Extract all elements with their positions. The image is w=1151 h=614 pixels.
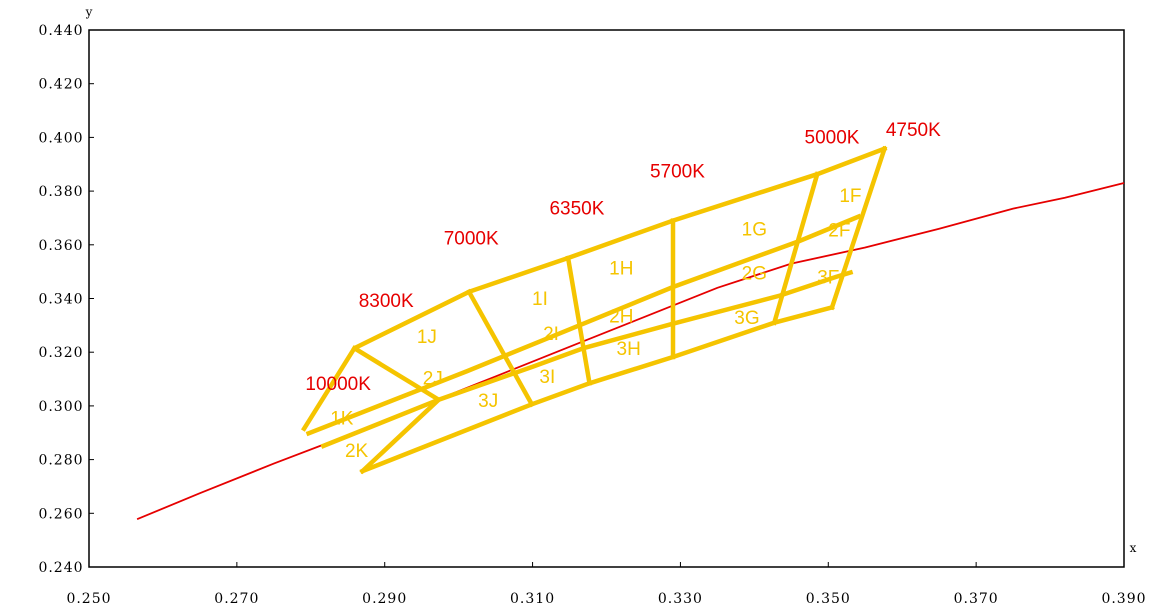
bin-label: 3F (817, 268, 839, 289)
bin-label: 1H (609, 258, 633, 279)
x-tick-label: 0.370 (954, 591, 999, 607)
bin-label: 3I (539, 367, 555, 388)
y-axis-label: y (85, 5, 93, 19)
bin-label: 1K (330, 409, 354, 430)
bin-boundary (320, 269, 854, 449)
bin-boundary (771, 171, 820, 326)
cct-label: 4750K (886, 120, 941, 141)
x-tick-label: 0.310 (510, 591, 555, 607)
bin-grid (300, 145, 888, 475)
y-tick-label: 0.240 (38, 560, 83, 576)
cct-label: 8300K (359, 291, 414, 312)
cct-label: 5000K (805, 128, 860, 149)
y-tick-label: 0.400 (38, 130, 83, 146)
y-axis-ticks: 0.440 0.420 0.400 0.380 0.360 0.340 0.320 0.300… (38, 23, 94, 576)
bin-boundary (829, 145, 888, 311)
bin-label: 3G (734, 308, 759, 329)
x-tick-label: 0.390 (1101, 591, 1146, 607)
y-tick-label: 0.340 (38, 292, 83, 308)
y-tick-label: 0.260 (38, 506, 83, 522)
x-tick-label: 0.330 (658, 591, 703, 607)
y-tick-label: 0.300 (38, 399, 83, 415)
bin-label: 3H (617, 339, 641, 360)
cct-labels: 10000K 8300K 7000K 6350K 5700K 5000K 4750K (305, 120, 941, 395)
planckian-locus (136, 182, 1125, 521)
cct-label: 10000K (305, 374, 371, 395)
bin-label: 1I (532, 289, 548, 310)
cct-label: 7000K (444, 228, 499, 249)
bin-label: 2F (828, 221, 850, 242)
bin-boundary (305, 213, 862, 437)
bin-boundary (359, 304, 835, 475)
x-tick-label: 0.270 (214, 591, 259, 607)
bin-label: 2H (609, 307, 633, 328)
plot-frame (88, 29, 1125, 568)
x-tick-label: 0.350 (806, 591, 851, 607)
y-tick-label: 0.440 (38, 23, 83, 39)
bin-label: 2I (543, 324, 559, 345)
bin-boundary (351, 345, 443, 475)
locus-line (136, 182, 1125, 521)
bin-label: 1G (742, 219, 767, 240)
cct-label: 5700K (650, 161, 705, 182)
bin-label: 1J (417, 327, 437, 348)
bin-label: 2J (423, 368, 443, 389)
x-axis-label: x (1130, 541, 1137, 555)
y-tick-label: 0.320 (38, 345, 83, 361)
bin-labels: 1F 2F 3F 1G 2G 3G 1H 2H 3H 1I 2I 3I 1J 2J 3J 1K 2K (330, 186, 861, 462)
bin-boundary (565, 255, 593, 386)
x-tick-label: 0.290 (362, 591, 407, 607)
x-tick-label: 0.250 (66, 591, 111, 607)
bin-label: 2K (345, 441, 369, 462)
bin-label: 3J (478, 391, 498, 412)
cct-label: 6350K (549, 199, 604, 220)
y-tick-label: 0.380 (38, 184, 83, 200)
x-axis-ticks: 0.250 0.270 0.290 0.310 0.330 0.350 0.370 0.390 (66, 562, 1146, 607)
y-tick-label: 0.420 (38, 77, 83, 93)
y-tick-label: 0.360 (38, 238, 83, 254)
bin-label: 1F (839, 186, 861, 207)
bin-label: 2G (742, 264, 767, 285)
bin-boundary (465, 288, 535, 408)
y-tick-label: 0.280 (38, 453, 83, 469)
